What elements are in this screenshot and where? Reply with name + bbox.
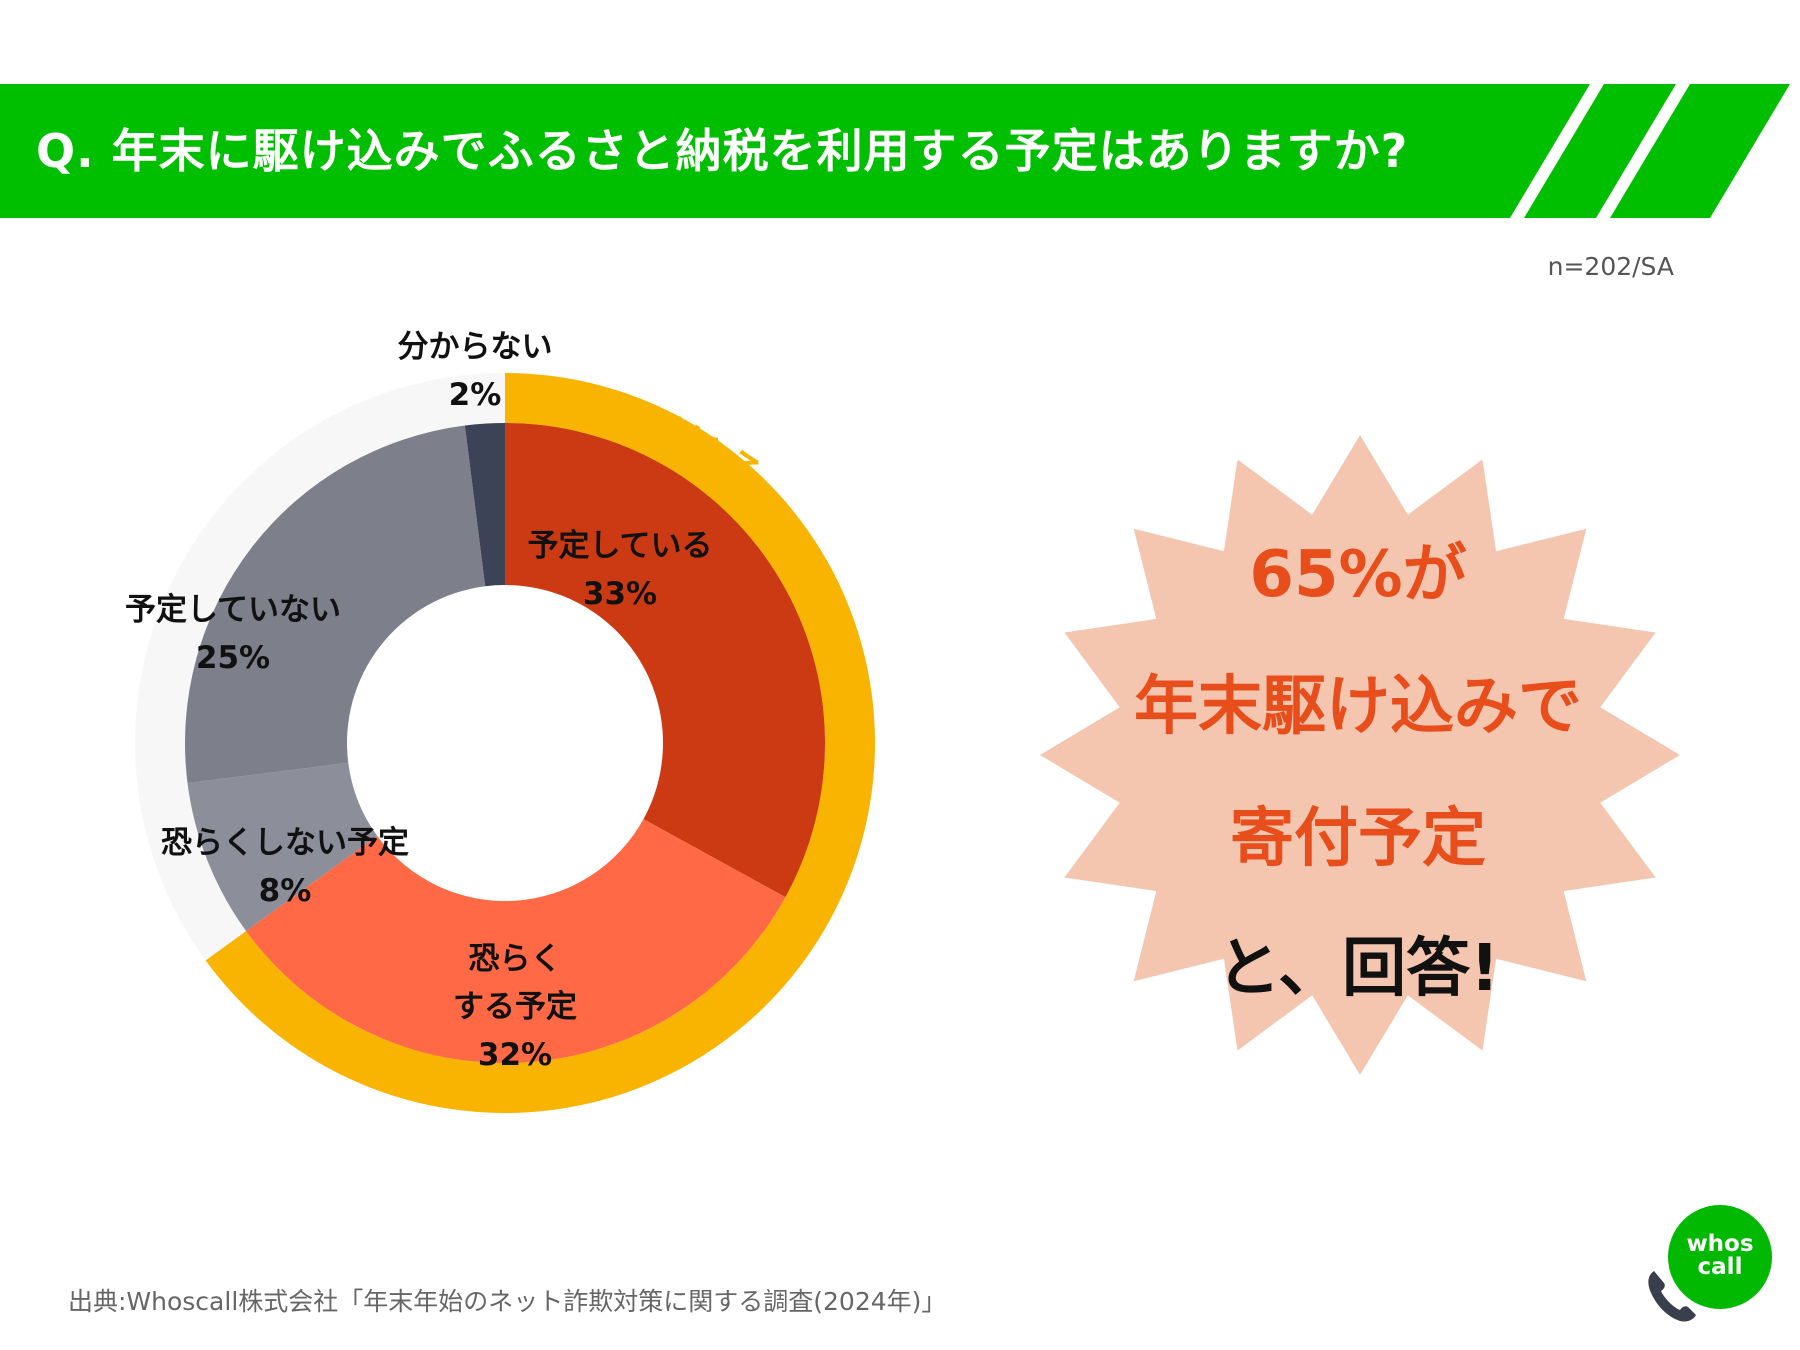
slice-label-probably-not: 恐らくしない予定 8% xyxy=(161,819,409,915)
slice-label-probably-will-pct: 32% xyxy=(477,1037,553,1073)
callout-line-3: 寄付予定 xyxy=(1230,802,1486,876)
slice-unknown xyxy=(464,423,505,587)
slice-probably-will xyxy=(246,819,786,1064)
slice-label-probably-will-name-1: 恐らく xyxy=(468,941,562,977)
slice-label-planned-name: 予定している xyxy=(527,528,713,564)
callout-line-1: 65%が xyxy=(1249,538,1467,612)
phone-icon xyxy=(1648,1271,1696,1322)
sample-size-note: n=202/SA xyxy=(1547,252,1674,281)
banner-shape xyxy=(0,84,1790,218)
question-title: Q. 年末に駆け込みでふるさと納税を利用する予定はありますか? xyxy=(36,124,1409,178)
slice-label-not-planned-name: 予定していない xyxy=(124,592,342,628)
logo-text-1: whos xyxy=(1686,1231,1754,1257)
slice-label-not-planned: 予定していない 25% xyxy=(125,586,341,682)
slice-label-planned: 予定している 33% xyxy=(527,522,712,618)
question-banner: Q. 年末に駆け込みでふるさと納税を利用する予定はありますか? xyxy=(0,84,1800,218)
source-note: 出典:Whoscall株式会社「年末年始のネット詐欺対策に関する調査(2024年… xyxy=(68,1287,947,1316)
callout-line-4: と、回答! xyxy=(1216,932,1500,1006)
logo-circle: whos call xyxy=(1668,1205,1772,1309)
slice-label-unknown-pct: 2% xyxy=(448,377,502,413)
banner-stripe-1 xyxy=(1524,84,1676,218)
slice-label-unknown-name: 分からない xyxy=(397,329,553,365)
slice-planned xyxy=(505,423,825,898)
callout-burst-shape xyxy=(1040,435,1680,1075)
slice-label-probably-not-pct: 8% xyxy=(258,873,312,909)
slice-label-probably-will: 恐らく する予定 32% xyxy=(453,935,577,1079)
slice-label-probably-will-name-2: する予定 xyxy=(453,989,577,1025)
slice-probably-not xyxy=(187,762,378,932)
banner-bar xyxy=(0,84,1590,218)
callout-line-2: 年末駆け込みで xyxy=(1134,670,1582,744)
slice-label-planned-pct: 33% xyxy=(582,576,658,612)
slice-not-planned xyxy=(185,425,486,784)
callout-burst xyxy=(1040,435,1680,1075)
logo-text-2: call xyxy=(1697,1254,1743,1280)
slice-label-not-planned-pct: 25% xyxy=(195,640,271,676)
slice-label-unknown: 分からない 2% xyxy=(398,323,553,419)
slice-label-probably-not-name: 恐らくしない予定 xyxy=(161,825,409,861)
banner-stripe-2 xyxy=(1610,84,1790,218)
whoscall-logo: whos call xyxy=(1640,1195,1790,1325)
